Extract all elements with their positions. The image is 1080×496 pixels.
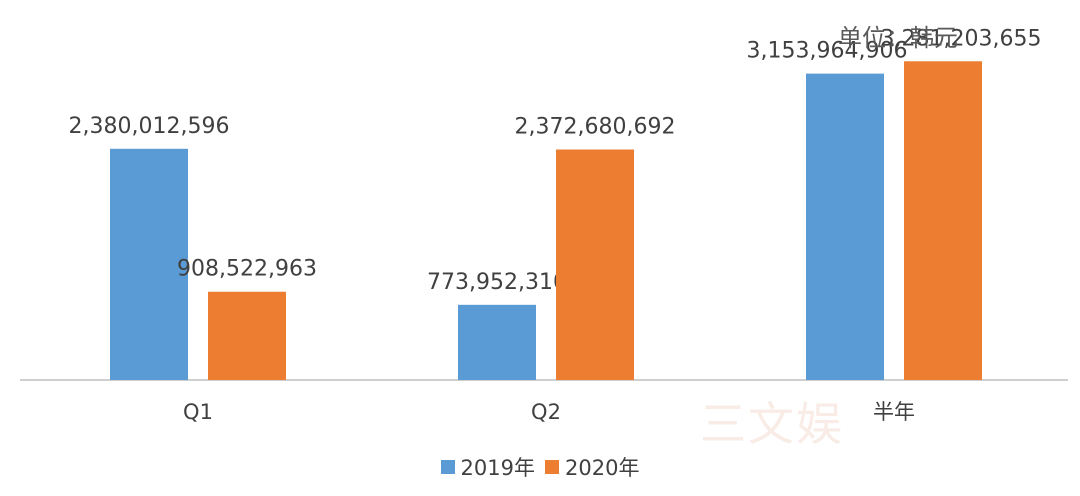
- bar-2020-3: [904, 61, 982, 380]
- bar-2020-1: [208, 291, 286, 380]
- data-label-2019-3: 3,153,964,906: [747, 39, 908, 64]
- legend-label-2019: 2019年: [460, 456, 535, 480]
- watermark-logo: 三文娱: [700, 397, 844, 451]
- bar-2019-3: [806, 73, 884, 380]
- category-label-1: Q1: [183, 400, 213, 424]
- data-label-2020-1: 908,522,963: [177, 257, 317, 282]
- unit-label: 单位：韩元: [838, 24, 958, 52]
- legend: 2019年 2020年: [0, 452, 1080, 482]
- data-label-2019-1: 2,380,012,596: [69, 114, 230, 139]
- bar-2020-2: [556, 149, 634, 380]
- legend-item-2020: 2020年: [545, 452, 639, 482]
- legend-swatch-2019: [440, 460, 455, 474]
- data-label-2019-2: 773,952,310: [427, 270, 567, 295]
- legend-label-2020: 2020年: [565, 456, 640, 480]
- bar-2019-1: [110, 148, 188, 380]
- legend-item-2019: 2019年: [440, 452, 535, 482]
- category-label-2: Q2: [531, 400, 561, 424]
- legend-swatch-2020: [545, 460, 559, 474]
- data-label-2020-2: 2,372,680,692: [515, 115, 676, 140]
- category-label-3: 半年: [873, 400, 915, 424]
- data-label-2020-3: 3,281,203,655: [881, 26, 1042, 51]
- bar-2019-2: [458, 304, 536, 380]
